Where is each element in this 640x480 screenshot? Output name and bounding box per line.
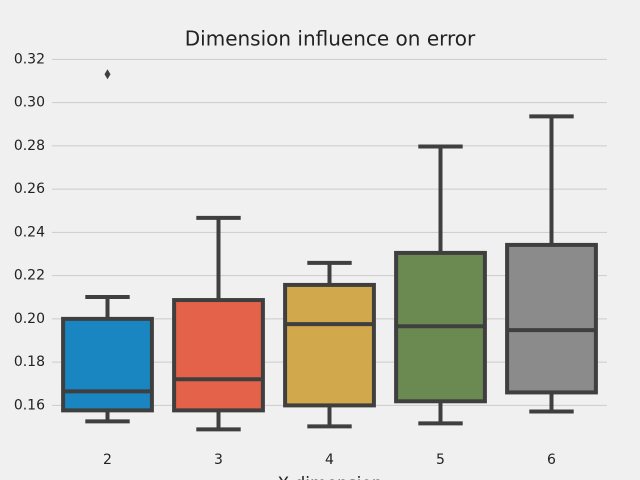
- y-tick-label: 0.16: [14, 397, 45, 413]
- box: [61, 316, 154, 413]
- x-tick-label: 3: [214, 452, 223, 468]
- y-tick-label: 0.28: [14, 138, 45, 154]
- x-axis-label: X dimension: [277, 474, 382, 480]
- box: [505, 242, 598, 395]
- box: [172, 298, 265, 413]
- y-tick-label: 0.20: [14, 311, 45, 327]
- y-tick-label: 0.26: [14, 181, 45, 197]
- x-tick-label: 5: [436, 452, 445, 468]
- outlier: [104, 69, 111, 80]
- y-tick-label: 0.18: [14, 354, 45, 370]
- y-tick-label: 0.22: [14, 268, 45, 284]
- chart-title: Dimension influence on error: [185, 27, 476, 51]
- y-tick-label: 0.30: [14, 95, 45, 111]
- y-tick-label: 0.32: [14, 51, 45, 67]
- x-tick-label: 6: [547, 452, 556, 468]
- x-tick-label: 4: [325, 452, 334, 468]
- x-tick-label: 2: [103, 452, 112, 468]
- y-tick-label: 0.24: [14, 224, 45, 240]
- box: [283, 282, 376, 408]
